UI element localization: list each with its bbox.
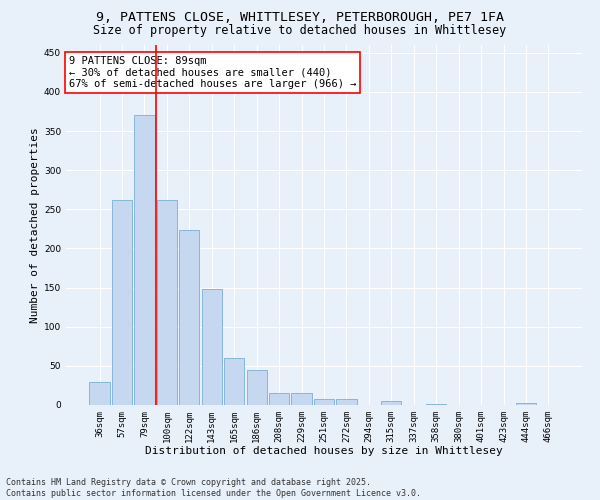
Bar xyxy=(381,401,401,405)
Text: 9, PATTENS CLOSE, WHITTLESEY, PETERBOROUGH, PE7 1FA: 9, PATTENS CLOSE, WHITTLESEY, PETERBOROU… xyxy=(96,11,504,24)
Bar xyxy=(516,404,536,405)
Bar xyxy=(314,398,334,405)
Bar xyxy=(224,358,244,405)
X-axis label: Distribution of detached houses by size in Whittlesey: Distribution of detached houses by size … xyxy=(145,446,503,456)
Bar xyxy=(179,230,199,405)
Text: 9 PATTENS CLOSE: 89sqm
← 30% of detached houses are smaller (440)
67% of semi-de: 9 PATTENS CLOSE: 89sqm ← 30% of detached… xyxy=(68,56,356,89)
Text: Contains HM Land Registry data © Crown copyright and database right 2025.
Contai: Contains HM Land Registry data © Crown c… xyxy=(6,478,421,498)
Bar xyxy=(89,382,110,405)
Bar xyxy=(337,398,356,405)
Text: Size of property relative to detached houses in Whittlesey: Size of property relative to detached ho… xyxy=(94,24,506,37)
Bar xyxy=(134,116,155,405)
Y-axis label: Number of detached properties: Number of detached properties xyxy=(30,127,40,323)
Bar xyxy=(247,370,267,405)
Bar xyxy=(269,394,289,405)
Bar xyxy=(426,404,446,405)
Bar xyxy=(202,289,222,405)
Bar xyxy=(112,200,132,405)
Bar xyxy=(157,200,177,405)
Bar xyxy=(292,394,311,405)
